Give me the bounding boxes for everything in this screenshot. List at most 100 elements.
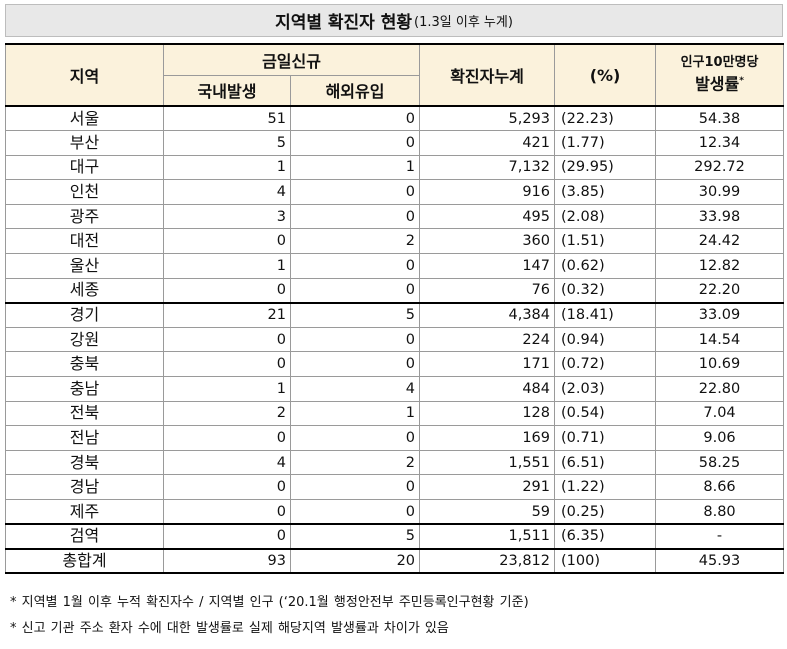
cell-region: 충북 — [5, 351, 164, 378]
table-row: 경남 0 0 291 (1.22) 8.66 — [5, 474, 785, 500]
cell-domestic: 0 — [163, 499, 291, 525]
cell-overseas: 0 — [289, 179, 421, 205]
total-cumulative: 23,812 — [419, 547, 556, 575]
cell-rate: 22.20 — [655, 277, 785, 304]
cell-region: 대구 — [5, 154, 164, 181]
cell-percent: (0.54) — [554, 400, 657, 427]
cell-rate: 7.04 — [655, 400, 785, 427]
cell-rate: 30.99 — [655, 179, 785, 205]
table-row: 서울 51 0 5,293 (22.23) 54.38 — [5, 105, 785, 132]
cell-region: 서울 — [5, 105, 164, 132]
cell-percent: (2.03) — [554, 376, 657, 402]
cell-cumulative: 916 — [419, 179, 556, 205]
cell-rate: 33.09 — [655, 301, 785, 328]
cell-domestic: 1 — [163, 253, 291, 279]
cell-region: 충남 — [5, 376, 164, 402]
cell-overseas: 0 — [289, 203, 421, 230]
cell-region: 경남 — [5, 474, 164, 500]
table-row: 세종 0 0 76 (0.32) 22.20 — [5, 277, 785, 304]
cell-rate: 292.72 — [655, 154, 785, 181]
cell-rate: 24.42 — [655, 228, 785, 255]
table-title: 지역별 확진자 현황 (1.3일 이후 누계) — [5, 4, 783, 37]
cell-domestic: 1 — [163, 376, 291, 402]
cell-overseas: 0 — [289, 326, 421, 353]
cell-rate: 10.69 — [655, 351, 785, 378]
cell-domestic: 5 — [163, 130, 291, 156]
cell-rate: 8.80 — [655, 499, 785, 525]
cell-overseas: 1 — [289, 154, 421, 181]
cell-percent: (0.32) — [554, 277, 657, 304]
cell-domestic: 0 — [163, 351, 291, 378]
table-body: 서울 51 0 5,293 (22.23) 54.38 부산 5 0 421 (1.77) 12.34… — [5, 105, 785, 575]
cell-overseas: 0 — [289, 474, 421, 500]
table-row: 대전 0 2 360 (1.51) 24.42 — [5, 228, 785, 255]
table-row: 대구 1 1 7,132 (29.95) 292.72 — [5, 154, 785, 181]
cell-domestic: 1 — [163, 154, 291, 181]
header-rate-mark: * — [739, 76, 744, 87]
cell-cumulative: 484 — [419, 376, 556, 402]
total-rate: 45.93 — [655, 547, 785, 575]
total-domestic: 93 — [163, 547, 291, 575]
cell-rate: - — [655, 523, 785, 550]
total-region: 총합계 — [5, 547, 164, 575]
cell-region: 광주 — [5, 203, 164, 230]
cell-domestic: 0 — [163, 523, 291, 550]
table-row: 전북 2 1 128 (0.54) 7.04 — [5, 400, 785, 427]
cell-domestic: 2 — [163, 400, 291, 427]
cell-overseas: 4 — [289, 376, 421, 402]
header-rate: 인구10만명당 발생률* — [655, 43, 785, 107]
header-today-new: 금일신규 — [162, 43, 421, 76]
cell-domestic: 0 — [163, 228, 291, 255]
cell-percent: (22.23) — [554, 105, 657, 132]
cell-cumulative: 171 — [419, 351, 556, 378]
header-row-top: 지역 금일신규 확진자누계 (%) 인구10만명당 발생률* — [5, 43, 785, 107]
header-cumulative: 확진자누계 — [419, 43, 556, 107]
cell-region: 부산 — [5, 130, 164, 156]
header-region: 지역 — [5, 43, 164, 107]
table-row: 부산 5 0 421 (1.77) 12.34 — [5, 130, 785, 156]
cell-percent: (3.85) — [554, 179, 657, 205]
table-row: 강원 0 0 224 (0.94) 14.54 — [5, 326, 785, 353]
cell-domestic: 0 — [163, 326, 291, 353]
cell-overseas: 1 — [289, 400, 421, 427]
cell-region: 검역 — [5, 523, 164, 550]
cell-percent: (1.51) — [554, 228, 657, 255]
cell-region: 울산 — [5, 253, 164, 279]
cell-rate: 33.98 — [655, 203, 785, 230]
cell-rate: 22.80 — [655, 376, 785, 402]
cell-percent: (6.51) — [554, 449, 657, 476]
footnote: * 지역별 1월 이후 누적 확진자수 / 지역별 인구 (‘20.1월 행정안… — [10, 595, 529, 610]
cell-cumulative: 128 — [419, 400, 556, 427]
total-row: 총합계 93 20 23,812 (100) 45.93 — [5, 547, 785, 575]
cell-cumulative: 7,132 — [419, 154, 556, 181]
header-domestic: 국내발생 — [163, 74, 291, 107]
cell-percent: (18.41) — [554, 301, 657, 328]
cell-cumulative: 421 — [419, 130, 556, 156]
header-rate-bottom-label: 발생률 — [695, 74, 740, 94]
cell-rate: 14.54 — [655, 326, 785, 353]
cell-domestic: 0 — [163, 425, 291, 451]
cell-percent: (0.62) — [554, 253, 657, 279]
cell-region: 세종 — [5, 277, 164, 304]
table-row: 울산 1 0 147 (0.62) 12.82 — [5, 253, 785, 279]
cell-rate: 9.06 — [655, 425, 785, 451]
header-row-bottom: 국내발생 해외유입 — [6, 74, 784, 107]
title-sub: (1.3일 이후 누계) — [414, 15, 513, 30]
cell-region: 전북 — [5, 400, 164, 427]
cell-region: 경기 — [5, 301, 164, 328]
cell-cumulative: 495 — [419, 203, 556, 230]
cell-region: 강원 — [5, 326, 164, 353]
header-rate-top: 인구10만명당 — [680, 55, 759, 71]
cell-percent: (2.08) — [554, 203, 657, 230]
cell-percent: (0.25) — [554, 499, 657, 525]
table-row: 인천 4 0 916 (3.85) 30.99 — [5, 179, 785, 205]
footnote: * 신고 기관 주소 환자 수에 대한 발생률로 실제 해당지역 발생률과 차이… — [10, 621, 449, 636]
table-row: 전남 0 0 169 (0.71) 9.06 — [5, 425, 785, 451]
cell-domestic: 21 — [163, 301, 291, 328]
cell-overseas: 0 — [289, 253, 421, 279]
cell-cumulative: 147 — [419, 253, 556, 279]
total-overseas: 20 — [289, 547, 421, 575]
cell-overseas: 0 — [289, 351, 421, 378]
cell-cumulative: 5,293 — [419, 105, 556, 132]
cell-overseas: 5 — [289, 301, 421, 328]
